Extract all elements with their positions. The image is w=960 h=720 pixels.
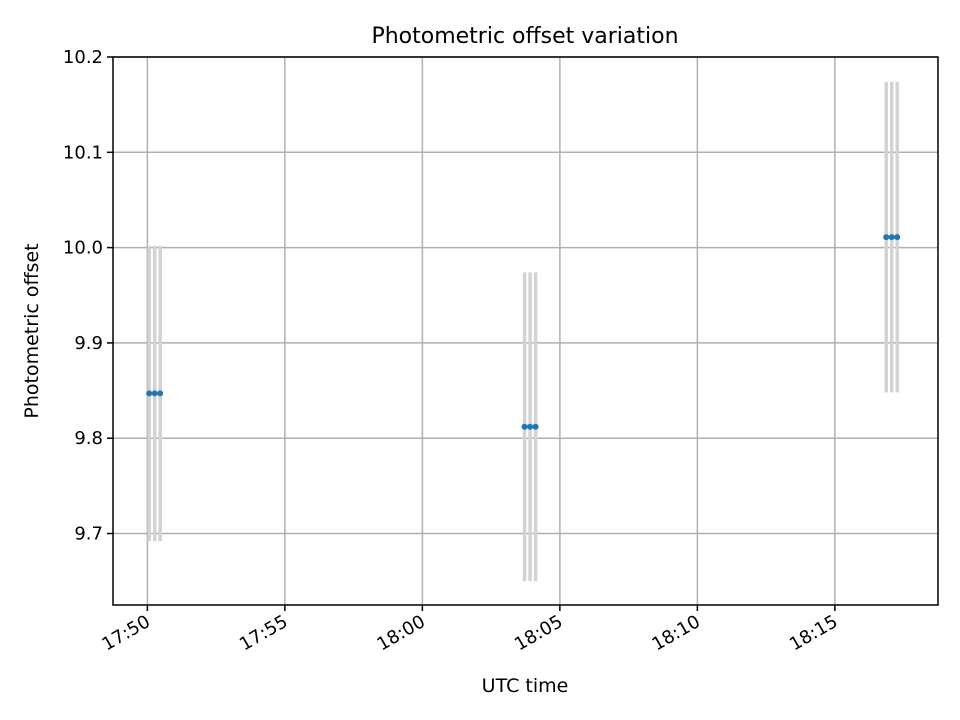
- y-axis-ticks: 9.7 9.8 9.9 10.0 10.1 10.2: [63, 47, 113, 545]
- x-tick-label: 17:50: [98, 611, 153, 655]
- y-tick-label: 9.8: [74, 428, 103, 449]
- x-tick-label: 18:15: [786, 611, 841, 655]
- chart-title: Photometric offset variation: [371, 24, 678, 49]
- data-points: [146, 234, 901, 430]
- plot-frame: [112, 56, 939, 606]
- data-point: [151, 390, 158, 397]
- y-tick-label: 9.7: [74, 524, 103, 545]
- x-axis-ticks: 17:50 17:55 18:00 18:05 18:10 18:15: [98, 605, 841, 655]
- y-axis-label: Photometric offset: [21, 243, 43, 418]
- data-point: [157, 390, 164, 397]
- y-tick-label: 9.9: [74, 333, 103, 354]
- x-tick-label: 18:00: [373, 611, 428, 655]
- data-point: [521, 423, 528, 430]
- data-point: [146, 390, 153, 397]
- data-point: [894, 234, 901, 241]
- error-bars: [147, 81, 899, 582]
- y-tick-label: 10.1: [63, 142, 103, 163]
- data-point: [888, 234, 895, 241]
- data-point: [532, 423, 539, 430]
- x-tick-label: 18:05: [511, 611, 566, 655]
- y-tick-label: 10.0: [63, 238, 103, 259]
- data-point: [527, 423, 534, 430]
- data-point: [883, 234, 890, 241]
- x-tick-label: 18:10: [648, 611, 703, 655]
- y-tick-label: 10.2: [63, 47, 103, 68]
- x-tick-label: 17:55: [236, 611, 291, 655]
- x-axis-label: UTC time: [482, 675, 569, 697]
